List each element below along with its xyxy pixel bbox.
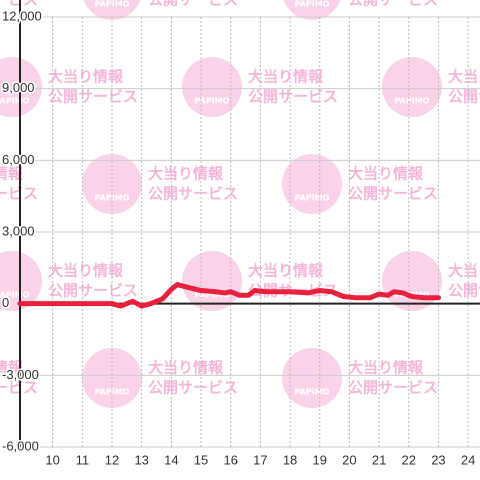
watermark-logo (182, 251, 242, 311)
watermark-subtitle: 公開サービス (348, 185, 438, 203)
x-tick-label: 20 (342, 452, 356, 467)
x-tick-label: 18 (283, 452, 297, 467)
watermark-subtitle: 公開サービス (148, 379, 238, 397)
y-tick-label: 6,000 (2, 152, 35, 167)
watermark-logo-text: PAPIMO (95, 0, 130, 9)
watermark-title: 大当り情報 (48, 68, 124, 86)
data-line (17, 282, 441, 309)
watermark-logo-text: PAPIMO (295, 0, 330, 9)
watermark-title: 大当り情報 (0, 165, 24, 183)
watermark-subtitle: 公開サービス (48, 88, 138, 106)
watermark-subtitle: 公開サービス (248, 88, 338, 106)
x-tick-label: 21 (372, 452, 386, 467)
watermark-logo-text: PAPIMO (0, 97, 30, 106)
watermarks: PAPIMO大当り情報公開サービスPAPIMO大当り情報公開サービスPAPIMO… (0, 0, 480, 408)
watermark-logo-text: PAPIMO (295, 388, 330, 397)
watermark-title: 大当り情報 (148, 165, 224, 183)
watermark-logo-text: PAPIMO (395, 97, 430, 106)
x-tick-label: 16 (223, 452, 237, 467)
watermark-logo-text: PAPIMO (95, 388, 130, 397)
watermark-logo-text: PAPIMO (0, 291, 30, 300)
watermark-logo (83, 0, 141, 20)
watermark-subtitle: 公開サービス (48, 282, 138, 300)
watermark-subtitle: 公開サービス (448, 88, 480, 106)
y-tick-label: 3,000 (2, 223, 35, 238)
watermark-subtitle: 公開サービス (348, 379, 438, 397)
watermark-logo (82, 154, 142, 214)
y-tick-label: -3,000 (2, 367, 39, 382)
watermark-logo-text: PAPIMO (195, 97, 230, 106)
watermark-title: 大当り情報 (48, 262, 124, 280)
watermark-title: 大当り情報 (448, 68, 480, 86)
watermark-title: 大当り情報 (348, 165, 424, 183)
watermark-subtitle: 公開サービス (148, 0, 238, 9)
y-tick-label: -6,000 (2, 438, 39, 453)
x-tick-label: 22 (402, 452, 416, 467)
watermark-title: 大当り情報 (0, 359, 24, 377)
watermark-logo (282, 348, 342, 408)
watermark-logo (182, 57, 242, 117)
x-tick-label: 10 (45, 452, 59, 467)
watermark-logo-text: PAPIMO (295, 194, 330, 203)
watermark-logo-text: PAPIMO (195, 291, 230, 300)
watermark-title: 大当り情報 (448, 262, 480, 280)
watermark-logo (282, 154, 342, 214)
x-tick-label: 23 (431, 452, 445, 467)
y-tick-label: 0 (2, 295, 9, 310)
x-tick-label: 15 (194, 452, 208, 467)
x-tick-label: 14 (164, 452, 178, 467)
x-tick-label: 24 (461, 452, 475, 467)
x-tick-label: 19 (313, 452, 327, 467)
x-tick-label: 11 (76, 452, 90, 467)
x-tick-label: 12 (105, 452, 119, 467)
watermark-title: 大当り情報 (248, 262, 324, 280)
watermark-logo (382, 251, 442, 311)
grid (19, 0, 480, 448)
watermark-logo (283, 0, 341, 20)
watermark-subtitle: 公開サービス (448, 282, 480, 300)
x-tick-label: 17 (253, 452, 267, 467)
x-tick-label: 13 (134, 452, 148, 467)
watermark-logo (382, 57, 442, 117)
y-tick-label: 12,000 (2, 8, 42, 23)
watermark-subtitle: 公開サービス (348, 0, 438, 9)
watermark-title: 大当り情報 (148, 359, 224, 377)
watermark-subtitle: 公開サービス (148, 185, 238, 203)
y-tick-label: 9,000 (2, 80, 35, 95)
watermark-title: 大当り情報 (348, 359, 424, 377)
plot: 10 11 12 13 14 15 16 17 18 19 20 21 22 23 24 -6,000 -3,0… (1, 7, 476, 468)
watermark-title: 大当り情報 (248, 68, 324, 86)
